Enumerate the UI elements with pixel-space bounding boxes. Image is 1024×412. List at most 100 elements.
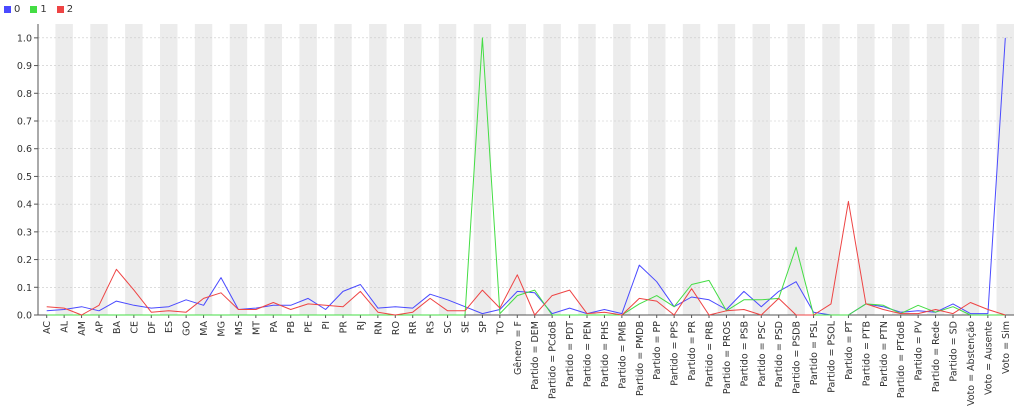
legend-item-1: 1 xyxy=(30,2,47,16)
x-tick-label: MA xyxy=(199,321,210,336)
x-tick-label: Partido = PSB xyxy=(739,321,750,387)
series-line-1 xyxy=(46,37,1006,316)
y-tick-label: 0.3 xyxy=(17,227,32,238)
x-tick-label: RN xyxy=(373,321,384,335)
category-band xyxy=(369,24,387,315)
x-tick-label: AM xyxy=(77,321,88,336)
legend-label: 2 xyxy=(66,3,74,15)
x-tick-label: RR xyxy=(408,321,419,335)
category-band xyxy=(648,24,666,315)
x-tick-label: AC xyxy=(42,321,53,334)
x-tick-label: Partido = DEM xyxy=(530,321,541,390)
category-band xyxy=(264,24,282,315)
x-tick-label: Partido = PPS xyxy=(670,321,681,386)
x-tick-label: SC xyxy=(443,321,454,334)
x-tick-label: Partido = PTdoB xyxy=(896,321,907,398)
y-tick-label: 0.2 xyxy=(17,255,32,266)
x-tick-label: Voto = Abstenção xyxy=(966,321,977,406)
x-tick-label: MG xyxy=(217,321,228,337)
category-band xyxy=(857,24,875,315)
category-band xyxy=(752,24,770,315)
category-band xyxy=(125,24,143,315)
x-tick-label: Partido = PSC xyxy=(757,321,768,387)
y-tick-label: 0.8 xyxy=(17,89,32,100)
x-tick-label: Partido = PROS xyxy=(722,321,733,394)
category-band xyxy=(438,24,457,315)
y-tick-label: 0.4 xyxy=(17,200,32,211)
category-band xyxy=(717,24,736,315)
legend: 0 1 2 xyxy=(4,2,73,16)
x-tick-label: Partido = PV xyxy=(914,321,925,381)
category-band xyxy=(334,24,352,315)
x-tick-label: Partido = PMDB xyxy=(635,321,646,396)
x-tick-label: BA xyxy=(112,321,123,335)
category-band xyxy=(892,24,910,315)
y-tick-label: 0.0 xyxy=(17,311,32,322)
y-tick-label: 0.9 xyxy=(17,61,32,72)
x-tick-label: Partido = PTN xyxy=(879,321,890,387)
y-tick-label: 0.5 xyxy=(17,172,32,183)
legend-swatch xyxy=(30,5,38,13)
x-tick-label: Partido = PSD xyxy=(774,321,785,387)
x-tick-label: Partido = PCdoB xyxy=(548,321,559,399)
y-tick-label: 0.6 xyxy=(17,144,32,155)
y-tick-label: 1.0 xyxy=(17,33,32,44)
x-tick-label: SP xyxy=(478,321,489,333)
legend-swatch xyxy=(4,5,11,13)
x-tick-label: TO xyxy=(495,321,506,335)
category-band xyxy=(508,24,526,315)
x-tick-label: Partido = PTB xyxy=(861,321,872,386)
y-tick-label: 0.7 xyxy=(17,117,32,128)
x-tick-label: RS xyxy=(426,321,437,334)
category-band xyxy=(926,24,945,315)
legend-label: 1 xyxy=(40,3,47,15)
category-band xyxy=(996,24,1014,315)
x-tick-label: PA xyxy=(269,321,280,333)
legend-swatch xyxy=(56,5,64,13)
x-tick-label: PI xyxy=(321,321,332,330)
category-band xyxy=(194,24,213,315)
x-tick-label: Partido = PSL xyxy=(809,320,820,385)
x-tick-label: Partido = PT xyxy=(844,321,855,380)
category-band xyxy=(543,24,561,315)
x-tick-label: PR xyxy=(339,321,350,334)
x-tick-label: DF xyxy=(147,321,158,334)
x-tick-label: ES xyxy=(164,321,175,333)
x-tick-label: Partido = SD xyxy=(949,321,960,382)
x-tick-label: AL xyxy=(60,320,71,332)
x-tick-label: Partido = PDT xyxy=(565,321,576,387)
y-tick-label: 0.1 xyxy=(17,283,32,294)
category-band xyxy=(299,24,317,315)
x-tick-label: MT xyxy=(251,321,262,335)
x-tick-label: RJ xyxy=(356,321,367,330)
category-band xyxy=(55,24,73,315)
x-tick-label: Partido = PRB xyxy=(705,321,716,387)
series-line-2 xyxy=(46,200,1006,316)
category-band xyxy=(473,24,492,315)
x-tick-label: RO xyxy=(391,321,402,335)
legend-label: 0 xyxy=(14,3,21,15)
x-tick-label: Voto = Sim xyxy=(1001,321,1012,374)
x-tick-label: Partido = Rede xyxy=(931,321,942,392)
category-band xyxy=(682,24,701,315)
x-tick-label: Partido = PR xyxy=(687,321,698,381)
legend-item-2: 2 xyxy=(56,2,74,16)
x-tick-label: Gênero = F xyxy=(513,321,524,375)
x-tick-label: Partido = PP xyxy=(652,321,663,380)
x-tick-label: Partido = PSOL xyxy=(827,320,838,392)
category-band xyxy=(961,24,980,315)
x-tick-label: Partido = PMB xyxy=(617,321,628,389)
category-band xyxy=(90,24,108,315)
legend-item-0: 0 xyxy=(4,2,20,16)
category-band xyxy=(404,24,422,315)
category-band xyxy=(787,24,805,315)
x-tick-label: Partido = PSDB xyxy=(792,321,803,394)
x-tick-label: Partido = PHS xyxy=(600,321,611,387)
category-band xyxy=(822,24,840,315)
category-band xyxy=(613,24,631,315)
x-tick-label: Voto = Ausente xyxy=(983,321,994,395)
x-tick-label: Partido = PEN xyxy=(583,321,594,387)
category-band xyxy=(578,24,596,315)
x-tick-label: MS xyxy=(234,321,245,335)
x-tick-label: SE xyxy=(461,321,472,333)
